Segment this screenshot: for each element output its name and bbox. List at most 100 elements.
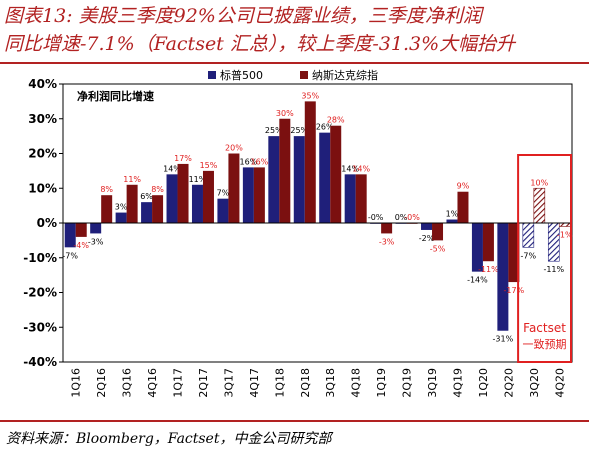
data-label-nasdaq: 35% [301,91,319,100]
data-label-sp500: -7% [521,251,537,260]
bar-sp500 [522,222,535,248]
data-label-nasdaq: -11% [478,265,499,274]
data-label-sp500: -2% [419,234,435,243]
bar-nasdaq [177,163,189,223]
footer-rule [0,420,589,422]
bar-nasdaq [533,187,546,224]
bar-sp500 [268,136,280,223]
data-label-nasdaq: 17% [174,154,192,163]
bar-nasdaq [101,195,113,223]
title-line-2: 同比增速-7.1%（Factset 汇总），较上季度-31.3%大幅抬升 [4,33,516,55]
x-tick-label: 2Q18 [299,368,312,398]
bar-nasdaq [355,174,367,223]
x-tick-label: 4Q16 [146,368,159,398]
legend-swatch-nasdaq [300,71,308,79]
data-label-nasdaq: -3% [379,237,395,246]
bar-nasdaq [457,191,469,223]
data-label-nasdaq: -17% [504,286,525,295]
legend-label-nasdaq: 纳斯达克综指 [312,68,378,82]
bar-sp500 [90,223,102,234]
bar-nasdaq [202,170,214,223]
y-tick-label: -10% [23,251,57,265]
data-label-nasdaq: 16% [250,157,268,166]
data-label-sp500: 11% [189,175,207,184]
y-tick-label: -20% [23,286,57,300]
x-tick-label: 1Q20 [477,368,490,398]
data-label-nasdaq: 10% [530,178,548,187]
data-label-sp500: 6% [140,192,153,201]
bar-sp500 [115,212,127,223]
x-tick-label: 3Q19 [426,368,439,398]
annotation-line-1: Factset [523,321,566,335]
bar-nasdaq [330,125,342,223]
bar-nasdaq [304,101,316,223]
x-tick-label: 1Q16 [70,368,83,398]
bar-sp500 [242,167,254,223]
forecast-box [517,154,572,363]
bar-nasdaq [152,195,164,223]
annotation-line-2: 一致预期 [523,337,567,351]
data-label-nasdaq: 30% [276,109,294,118]
bar-nasdaq [381,223,393,234]
data-label-sp500: -31% [493,335,514,344]
bar-nasdaq [228,153,240,223]
y-tick-label: 40% [28,77,57,91]
bar-sp500 [471,223,483,272]
data-label-nasdaq: 8% [100,185,113,194]
data-label-nasdaq: -0% [404,213,420,222]
x-tick-label: 2Q16 [95,368,108,398]
y-tick-label: 20% [28,147,57,161]
data-label-nasdaq: 28% [327,116,345,125]
data-label-sp500: 14% [341,164,359,173]
data-label-sp500: 14% [163,164,181,173]
bar-sp500 [166,174,178,223]
plot-area: 40% 30% 20% 10% 0% -10% -20% -30% -40% 净利润同比增速 -7%… [23,77,573,398]
figure-title: 图表13: 美股三季度92%公司已披露业绩，三季度净利润 同比增速-7.1%（F… [4,2,584,58]
bar-nasdaq [279,118,291,223]
y-tick-label: 30% [28,112,57,126]
bar-nasdaq [253,167,265,223]
data-label-nasdaq: 11% [123,175,141,184]
y-tick-label: -30% [23,320,57,334]
legend-label-sp500: 标普500 [220,68,263,82]
data-label-sp500: -3% [88,237,104,246]
data-label-nasdaq: 20% [225,144,243,153]
x-tick-label: 3Q20 [528,368,541,398]
bar-sp500 [497,223,509,331]
bar-sp500 [446,219,458,223]
x-tick-label: 1Q19 [375,368,388,398]
data-label-sp500: 25% [265,126,283,135]
bar-sp500 [344,174,356,223]
x-tick-label: 3Q16 [121,368,134,398]
x-tick-label: 2Q17 [197,368,210,398]
data-label-nasdaq: 8% [151,185,164,194]
bar-sp500 [64,223,76,248]
bar-nasdaq [558,222,571,227]
bar-sp500 [191,184,203,223]
bar-nasdaq [482,223,494,262]
data-label-sp500: -14% [467,276,488,285]
source-note: 资料来源：Bloomberg，Factset，中金公司研究部 [6,431,332,447]
x-tick-label: 4Q20 [553,368,566,398]
bar-sp500 [547,222,560,262]
data-label-sp500: -11% [543,265,564,274]
y-tick-label: 10% [28,181,57,195]
data-label-sp500: -0% [368,213,384,222]
x-tick-label: 2Q20 [502,368,515,398]
x-tick-label: 4Q17 [248,368,261,398]
data-label-sp500: 7% [217,189,230,198]
data-label-sp500: 26% [316,123,334,132]
legend: 标普500 纳斯达克综指 [208,68,378,82]
x-tick-label: 1Q18 [273,368,286,398]
data-label-sp500: 1% [446,210,459,219]
bar-nasdaq [75,223,87,237]
data-label-nasdaq: 14% [352,164,370,173]
data-label-sp500: 25% [290,126,308,135]
x-tick-label: 4Q19 [451,368,464,398]
x-tick-label: 2Q19 [401,368,414,398]
bar-nasdaq [508,223,520,283]
data-label-sp500: -7% [62,251,78,260]
x-tick-label: 4Q18 [350,368,363,398]
bar-sp500 [293,136,305,223]
x-tick-label: 1Q17 [172,368,185,398]
